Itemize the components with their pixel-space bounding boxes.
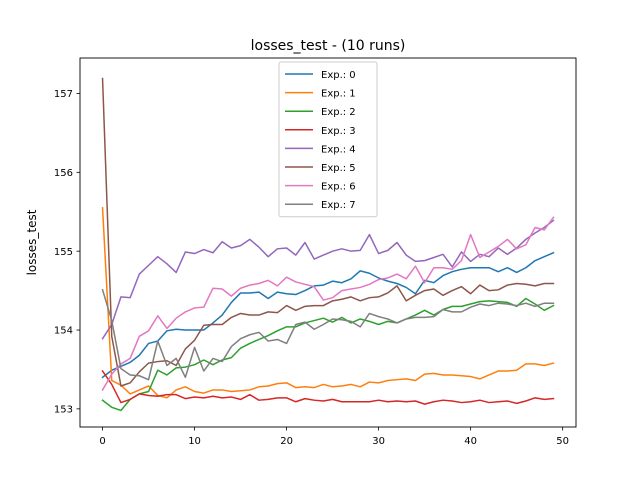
y-tick-label: 157 xyxy=(54,89,73,100)
x-tick-label: 30 xyxy=(372,436,385,447)
x-axis: 0 10 20 30 40 50 xyxy=(99,427,569,447)
chart-title: losses_test - (10 runs) xyxy=(251,38,406,54)
legend-label: Exp.: 7 xyxy=(321,200,356,211)
plot-area xyxy=(79,57,577,428)
series-line-exp-7 xyxy=(101,288,555,381)
y-tick-label: 153 xyxy=(54,404,73,415)
y-axis-label: losses_test xyxy=(25,209,39,275)
legend: Exp.: 0 Exp.: 1 Exp.: 2 Exp.: 3 Exp.: 4 Exp.:… xyxy=(278,61,378,218)
x-tick-label: 40 xyxy=(464,436,477,447)
legend-label: Exp.: 0 xyxy=(321,70,356,81)
legend-label: Exp.: 6 xyxy=(321,182,356,193)
legend-label: Exp.: 3 xyxy=(321,126,356,137)
y-tick-label: 154 xyxy=(54,326,73,337)
series-line-exp-0 xyxy=(101,251,555,379)
y-axis: 153 154 155 156 157 xyxy=(54,89,80,415)
series-line-exp-6 xyxy=(101,216,555,391)
y-tick-label: 155 xyxy=(54,247,73,258)
series-line-exp-1 xyxy=(101,207,555,399)
axes-frame xyxy=(79,57,577,428)
x-tick-label: 20 xyxy=(280,436,293,447)
legend-label: Exp.: 2 xyxy=(321,107,356,118)
x-tick-label: 50 xyxy=(556,436,569,447)
series-layer xyxy=(101,77,555,412)
y-tick-label: 156 xyxy=(54,168,73,179)
legend-label: Exp.: 4 xyxy=(321,144,356,155)
legend-label: Exp.: 1 xyxy=(321,89,356,100)
legend-box xyxy=(278,61,378,218)
series-line-exp-3 xyxy=(101,369,555,405)
legend-label: Exp.: 5 xyxy=(321,163,356,174)
series-line-exp-2 xyxy=(101,297,555,412)
x-tick-label: 10 xyxy=(188,436,201,447)
x-tick-label: 0 xyxy=(99,436,105,447)
